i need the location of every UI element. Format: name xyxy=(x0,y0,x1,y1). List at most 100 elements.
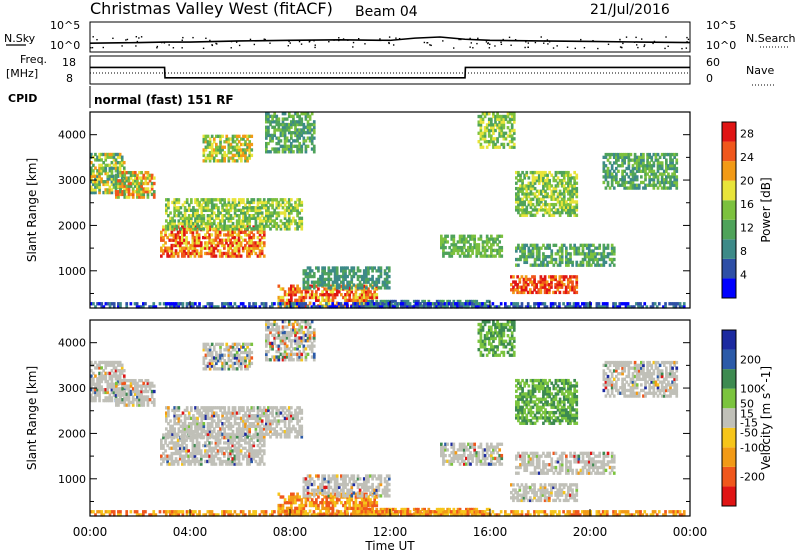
power-cell xyxy=(181,227,184,232)
power-cell xyxy=(548,255,552,259)
velocity-cell xyxy=(250,438,253,442)
velocity-cell xyxy=(94,390,97,395)
power-cell xyxy=(533,181,537,185)
power-cell xyxy=(283,290,287,294)
velocity-cell xyxy=(190,429,193,434)
velocity-cell xyxy=(174,449,178,453)
power-cell xyxy=(195,249,199,253)
power-cell xyxy=(306,122,310,127)
velocity-cell xyxy=(208,424,212,428)
power-cell xyxy=(550,173,554,177)
velocity-cell xyxy=(248,446,251,450)
velocity-cell xyxy=(262,441,266,445)
power-cell xyxy=(298,224,302,228)
power-cell xyxy=(556,305,559,309)
power-cell xyxy=(531,243,535,248)
power-cell xyxy=(585,243,589,248)
power-cell xyxy=(360,305,364,309)
velocity-cell xyxy=(94,385,97,389)
power-cell xyxy=(648,166,652,171)
power-cell xyxy=(262,235,266,240)
power-cell xyxy=(485,305,488,309)
power-cell xyxy=(208,249,211,253)
power-cell xyxy=(281,221,285,226)
power-cell xyxy=(604,164,608,168)
power-cell xyxy=(487,120,491,124)
power-cell xyxy=(460,240,464,244)
power-cell xyxy=(317,277,320,282)
power-cell xyxy=(473,240,477,244)
power-cell xyxy=(675,178,679,182)
power-cell xyxy=(358,286,362,290)
velocity-cell xyxy=(181,411,185,415)
power-cell xyxy=(206,251,209,256)
power-cell xyxy=(360,290,364,294)
power-cell xyxy=(542,197,545,201)
power-cell xyxy=(612,155,616,160)
power-cell xyxy=(204,198,208,202)
power-cell xyxy=(623,178,627,182)
power-cell xyxy=(181,238,184,242)
velocity-cell xyxy=(244,446,247,450)
power-cell xyxy=(298,150,302,154)
power-cell xyxy=(644,183,647,187)
power-cell xyxy=(475,251,479,255)
velocity-cell xyxy=(142,403,146,407)
velocity-cell xyxy=(187,432,191,436)
power-cell xyxy=(133,170,137,175)
power-cell xyxy=(575,208,579,212)
power-cell xyxy=(144,190,148,194)
power-cell xyxy=(560,260,564,265)
power-cell xyxy=(300,122,304,127)
power-cell xyxy=(569,208,572,212)
power-cell xyxy=(440,245,443,250)
power-cell xyxy=(283,139,287,143)
power-cell xyxy=(179,302,183,306)
power-cell xyxy=(506,126,510,130)
power-cell xyxy=(508,134,512,138)
power-cell xyxy=(198,200,202,205)
power-cell xyxy=(365,277,368,282)
power-cell xyxy=(277,302,280,306)
velocity-cell xyxy=(114,371,118,376)
velocity-cell xyxy=(174,441,178,445)
power-cell xyxy=(306,128,310,132)
power-cell xyxy=(531,282,534,287)
power-cell xyxy=(287,150,291,154)
power-cell xyxy=(210,246,214,250)
power-cell xyxy=(123,184,127,188)
power-cell xyxy=(123,190,127,194)
power-cell xyxy=(348,298,352,303)
velocity-cell xyxy=(194,416,197,421)
power-cell xyxy=(283,117,287,121)
nsky-point xyxy=(388,36,391,38)
power-cell xyxy=(481,254,485,258)
power-cell xyxy=(298,131,302,135)
power-cell xyxy=(229,243,232,248)
power-cell xyxy=(604,186,608,190)
power-cell xyxy=(516,302,520,306)
velocity-cell xyxy=(223,459,226,464)
power-cell xyxy=(642,186,645,190)
power-cell xyxy=(136,190,139,194)
power-cell xyxy=(506,134,510,138)
power-cell xyxy=(252,305,255,309)
power-cell xyxy=(302,295,306,300)
power-cell xyxy=(560,255,564,259)
velocity-cell xyxy=(183,416,187,421)
power-cell xyxy=(300,227,304,231)
nsky-point xyxy=(347,39,349,41)
power-cell xyxy=(121,170,125,175)
power-cell xyxy=(550,277,553,282)
velocity-cell xyxy=(96,390,99,395)
power-cell xyxy=(210,224,214,228)
power-cell xyxy=(623,152,627,157)
power-cell xyxy=(419,304,422,308)
power-cell xyxy=(458,254,462,258)
velocity-cell xyxy=(108,377,112,381)
power-cell xyxy=(122,188,126,192)
velocity-cell xyxy=(206,414,210,418)
power-cell xyxy=(142,176,146,180)
power-cell xyxy=(189,302,193,306)
power-cell xyxy=(567,202,570,207)
